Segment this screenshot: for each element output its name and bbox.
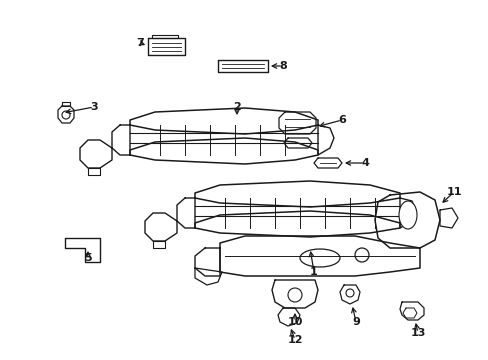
- Polygon shape: [195, 211, 399, 237]
- Text: 8: 8: [279, 61, 286, 71]
- Polygon shape: [80, 140, 112, 168]
- Polygon shape: [148, 38, 184, 55]
- Text: 5: 5: [84, 253, 92, 263]
- Polygon shape: [145, 213, 177, 241]
- Polygon shape: [195, 268, 222, 285]
- Text: 10: 10: [287, 317, 302, 327]
- Polygon shape: [130, 138, 317, 164]
- Text: 4: 4: [360, 158, 368, 168]
- Polygon shape: [195, 181, 399, 207]
- Text: 3: 3: [90, 102, 98, 112]
- Text: 2: 2: [233, 102, 241, 112]
- Text: 13: 13: [409, 328, 425, 338]
- Polygon shape: [317, 125, 333, 155]
- Polygon shape: [177, 198, 195, 228]
- Ellipse shape: [398, 201, 416, 229]
- Polygon shape: [339, 285, 359, 304]
- Text: 11: 11: [446, 187, 461, 197]
- Ellipse shape: [299, 249, 339, 267]
- Polygon shape: [399, 302, 423, 320]
- Polygon shape: [278, 308, 299, 326]
- Polygon shape: [271, 280, 317, 308]
- Text: 1: 1: [309, 267, 317, 277]
- Polygon shape: [374, 192, 439, 248]
- Polygon shape: [195, 248, 220, 276]
- Polygon shape: [439, 208, 457, 228]
- Polygon shape: [218, 60, 267, 72]
- Polygon shape: [220, 236, 419, 276]
- Polygon shape: [130, 108, 317, 134]
- Text: 7: 7: [136, 38, 143, 48]
- Polygon shape: [399, 198, 415, 228]
- Polygon shape: [65, 238, 100, 262]
- Text: 9: 9: [351, 317, 359, 327]
- Text: 12: 12: [286, 335, 302, 345]
- Polygon shape: [112, 125, 130, 155]
- Text: 6: 6: [337, 115, 345, 125]
